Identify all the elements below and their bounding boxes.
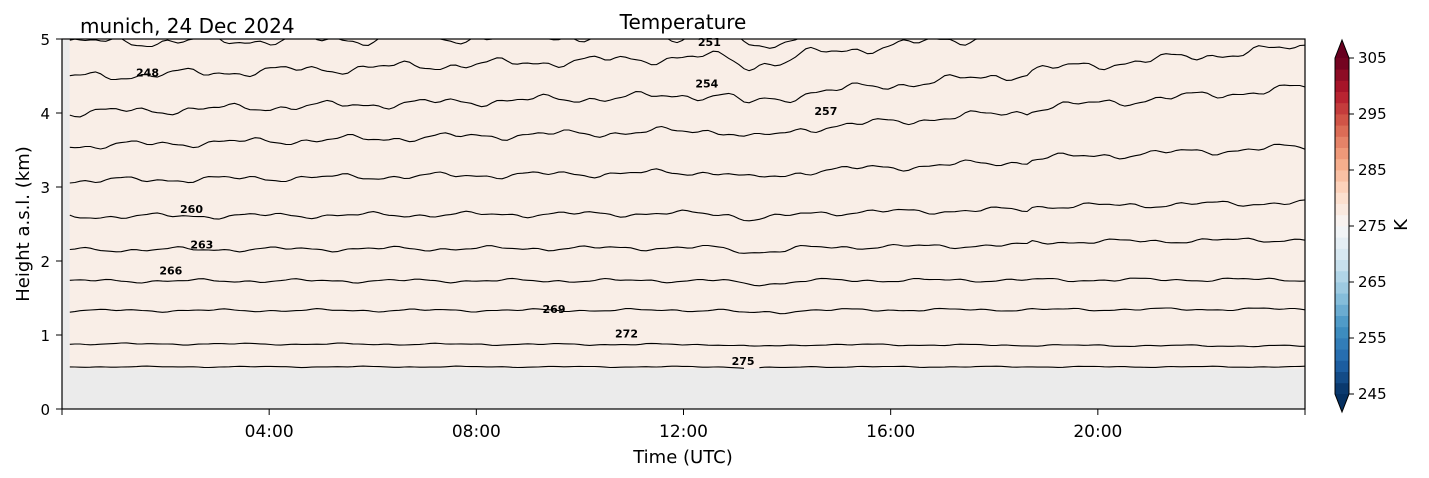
contour-line — [69, 237, 1305, 254]
colorbar-segment — [1335, 304, 1349, 316]
x-axis-label: Time (UTC) — [632, 447, 733, 468]
colorbar-segment — [1335, 270, 1349, 283]
contour-label: 275 — [732, 355, 755, 368]
y-tick-label: 1 — [40, 327, 50, 345]
colorbar-label: K — [1391, 218, 1412, 231]
x-tick-label: 04:00 — [245, 422, 294, 442]
y-tick-label: 4 — [40, 105, 50, 123]
colorbar-segment — [1335, 349, 1349, 361]
colorbar-segment — [1335, 214, 1349, 227]
contour-lines — [69, 39, 1305, 369]
contour-line — [69, 199, 1305, 222]
colorbar-segment — [1335, 248, 1349, 260]
colorbar-segment — [1335, 382, 1349, 395]
chart-title: Temperature — [619, 10, 747, 34]
x-tick-label: 08:00 — [452, 422, 501, 442]
y-tick-label: 3 — [40, 179, 50, 197]
y-tick-label: 2 — [40, 253, 50, 271]
colorbar: 245 255 265 275 285 295 305 K — [1334, 38, 1412, 414]
colorbar-segment — [1335, 293, 1349, 305]
colorbar-segment — [1335, 338, 1349, 350]
colorbar-segment — [1335, 226, 1349, 238]
colorbar-segment — [1335, 282, 1349, 294]
contour-line — [69, 84, 1305, 150]
colorbar-segment — [1335, 326, 1349, 339]
contour-label: 257 — [814, 105, 837, 118]
y-tick-label: 5 — [40, 31, 50, 49]
colorbar-tick-label: 265 — [1358, 273, 1387, 291]
contour-line — [69, 39, 799, 49]
colorbar-segment — [1335, 371, 1349, 384]
contour-line — [69, 307, 1305, 315]
contour-line — [69, 143, 1305, 184]
colorbar-tick-label: 245 — [1358, 385, 1387, 403]
y-axis: 0 1 2 3 4 5 — [40, 31, 62, 419]
contour-label: 248 — [136, 66, 159, 79]
colorbar-segment — [1335, 315, 1349, 328]
contour-label: 263 — [190, 239, 213, 252]
colorbar-segment — [1335, 58, 1349, 70]
colorbar-segment — [1335, 181, 1349, 193]
y-axis-label: Height a.s.l. (km) — [13, 146, 34, 302]
contour-label: 269 — [543, 303, 566, 316]
colorbar-segment — [1335, 237, 1349, 249]
colorbar-segment — [1335, 102, 1349, 115]
colorbar-tick-label: 285 — [1358, 161, 1387, 179]
contour-label: 266 — [159, 265, 182, 278]
plot-area: 248 251 254 257 260 263 266 269 272 275 — [61, 36, 1306, 410]
colorbar-segment — [1335, 136, 1349, 148]
colorbar-segment — [1335, 259, 1349, 272]
colorbar-segment — [1335, 192, 1349, 204]
colorbar-ticks: 245 255 265 275 285 295 305 — [1349, 49, 1387, 403]
colorbar-segment — [1335, 170, 1349, 182]
contour-label: 272 — [615, 328, 638, 341]
y-tick-label: 0 — [40, 401, 50, 419]
location-date-label: munich, 24 Dec 2024 — [80, 14, 295, 38]
contour-line — [69, 277, 1305, 287]
x-tick-label: 16:00 — [866, 422, 915, 442]
colorbar-tick-label: 295 — [1358, 105, 1387, 123]
colorbar-segment — [1335, 80, 1349, 92]
colorbar-segment — [1335, 125, 1349, 137]
colorbar-tick-label: 275 — [1358, 217, 1387, 235]
colorbar-segment — [1335, 91, 1349, 104]
contour-line — [69, 365, 1305, 369]
colorbar-bands — [1335, 40, 1349, 412]
contour-line — [69, 39, 979, 81]
contour-label: 254 — [695, 77, 718, 90]
colorbar-tick-label: 255 — [1358, 329, 1387, 347]
temperature-band — [69, 39, 1305, 369]
colorbar-segment — [1335, 69, 1349, 81]
colorbar-segment — [1335, 158, 1349, 171]
x-tick-label: 12:00 — [659, 422, 708, 442]
colorbar-segment — [1335, 203, 1349, 216]
colorbar-segment — [1335, 360, 1349, 372]
contour-label: 251 — [698, 36, 721, 49]
x-axis: 04:00 08:00 12:00 16:00 20:00 — [61, 409, 1306, 442]
contour-line — [69, 44, 1305, 118]
colorbar-segment — [1335, 114, 1349, 126]
contour-label: 260 — [180, 203, 203, 216]
colorbar-tick-label: 305 — [1358, 49, 1387, 67]
contour-line — [69, 342, 1305, 348]
x-tick-label: 20:00 — [1073, 422, 1122, 442]
colorbar-extend-max — [1335, 40, 1349, 58]
colorbar-extend-min — [1335, 394, 1349, 412]
colorbar-segment — [1335, 147, 1349, 160]
